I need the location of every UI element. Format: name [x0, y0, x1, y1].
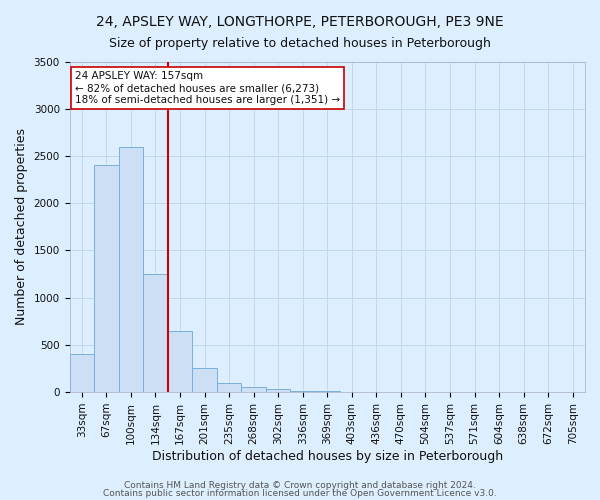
Bar: [241, 387, 266, 392]
Bar: [290, 390, 315, 392]
Bar: [266, 390, 290, 392]
Text: 24, APSLEY WAY, LONGTHORPE, PETERBOROUGH, PE3 9NE: 24, APSLEY WAY, LONGTHORPE, PETERBOROUGH…: [96, 15, 504, 29]
Text: Contains HM Land Registry data © Crown copyright and database right 2024.: Contains HM Land Registry data © Crown c…: [124, 480, 476, 490]
Text: Contains public sector information licensed under the Open Government Licence v3: Contains public sector information licen…: [103, 489, 497, 498]
Bar: [143, 274, 168, 392]
Bar: [217, 382, 241, 392]
Text: Size of property relative to detached houses in Peterborough: Size of property relative to detached ho…: [109, 38, 491, 51]
X-axis label: Distribution of detached houses by size in Peterborough: Distribution of detached houses by size …: [152, 450, 503, 462]
Bar: [94, 166, 119, 392]
Bar: [192, 368, 217, 392]
Bar: [168, 330, 192, 392]
Y-axis label: Number of detached properties: Number of detached properties: [15, 128, 28, 326]
Text: 24 APSLEY WAY: 157sqm
← 82% of detached houses are smaller (6,273)
18% of semi-d: 24 APSLEY WAY: 157sqm ← 82% of detached …: [74, 72, 340, 104]
Bar: [70, 354, 94, 392]
Bar: [119, 146, 143, 392]
